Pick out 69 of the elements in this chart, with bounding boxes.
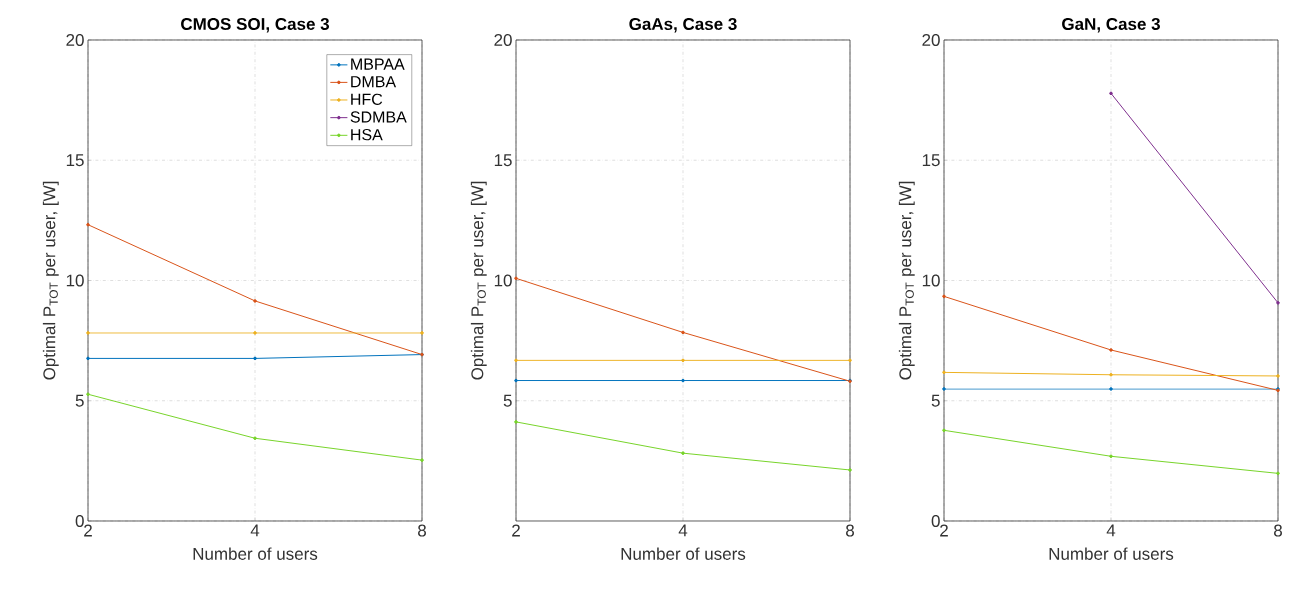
point	[942, 428, 946, 433]
point	[1109, 387, 1113, 391]
chart-title: GaN, Case 3	[1062, 17, 1160, 33]
x-tick-label: 2	[84, 524, 92, 537]
point	[253, 436, 257, 441]
point	[514, 378, 518, 383]
point	[253, 299, 257, 303]
legend-label: HSA	[351, 128, 383, 141]
point	[942, 370, 946, 375]
point	[1109, 91, 1113, 96]
x-tick-label: 8	[1274, 524, 1282, 537]
y-tick-label: 10	[922, 274, 940, 287]
y-tick-label: 0	[931, 514, 940, 528]
legend-label: SDMBA	[350, 111, 407, 123]
point	[1109, 372, 1113, 377]
y-tick-label: 20	[66, 33, 84, 47]
point	[420, 331, 424, 335]
point	[514, 420, 518, 424]
y-tick-label: 0	[75, 514, 84, 528]
y-tick-label: 15	[494, 154, 512, 167]
chart-title: CMOS SOI, Case 3	[181, 17, 330, 33]
point	[681, 451, 685, 455]
y-tick-label: 5	[75, 394, 84, 407]
y-tick-label: 15	[66, 154, 84, 167]
legend-label: DMBA	[351, 76, 397, 88]
y-tick-label: 5	[931, 394, 940, 407]
y-axis-title: Optimal P$_{TOT}$ per user, [W]	[42, 181, 59, 380]
point	[1276, 301, 1280, 305]
legend-label: HFC	[351, 93, 383, 105]
legend-label: MBPAA	[351, 58, 405, 70]
x-tick-label: 8	[418, 524, 426, 537]
y-axis-title: Optimal P$_{TOT}$ per user, [W]	[470, 181, 487, 380]
y-tick-label: 20	[922, 33, 940, 47]
point	[420, 458, 424, 462]
point	[1276, 374, 1280, 378]
x-tick-label: 4	[1106, 524, 1116, 537]
y-tick-label: 10	[66, 274, 84, 287]
x-tick-label: 4	[250, 524, 260, 537]
point	[253, 356, 257, 361]
x-axis-title: Number of users	[621, 547, 746, 560]
point	[86, 222, 90, 227]
point	[942, 387, 946, 391]
point	[848, 358, 852, 363]
point	[1109, 454, 1113, 459]
y-tick-label: 15	[922, 154, 940, 167]
point	[514, 358, 518, 363]
x-tick-label: 8	[846, 524, 854, 537]
x-tick-label: 2	[512, 524, 520, 537]
point	[1276, 471, 1280, 476]
x-tick-label: 4	[678, 524, 688, 537]
point	[681, 358, 685, 363]
y-tick-label: 20	[494, 33, 512, 47]
point	[942, 294, 946, 299]
point	[681, 330, 685, 335]
point	[848, 468, 852, 472]
y-tick-label: 10	[494, 274, 512, 287]
x-axis-title: Number of users	[1049, 547, 1174, 560]
point	[681, 378, 685, 383]
point	[86, 331, 90, 335]
y-tick-label: 5	[503, 394, 512, 407]
point	[86, 392, 90, 397]
chart-title: GaAs, Case 3	[629, 17, 737, 33]
x-axis-title: Number of users	[193, 547, 318, 560]
point	[514, 276, 518, 281]
point	[86, 356, 90, 361]
y-axis-title: Optimal P$_{TOT}$ per user, [W]	[898, 181, 915, 380]
point	[1109, 348, 1113, 352]
point	[253, 331, 257, 335]
x-tick-label: 2	[940, 524, 948, 537]
